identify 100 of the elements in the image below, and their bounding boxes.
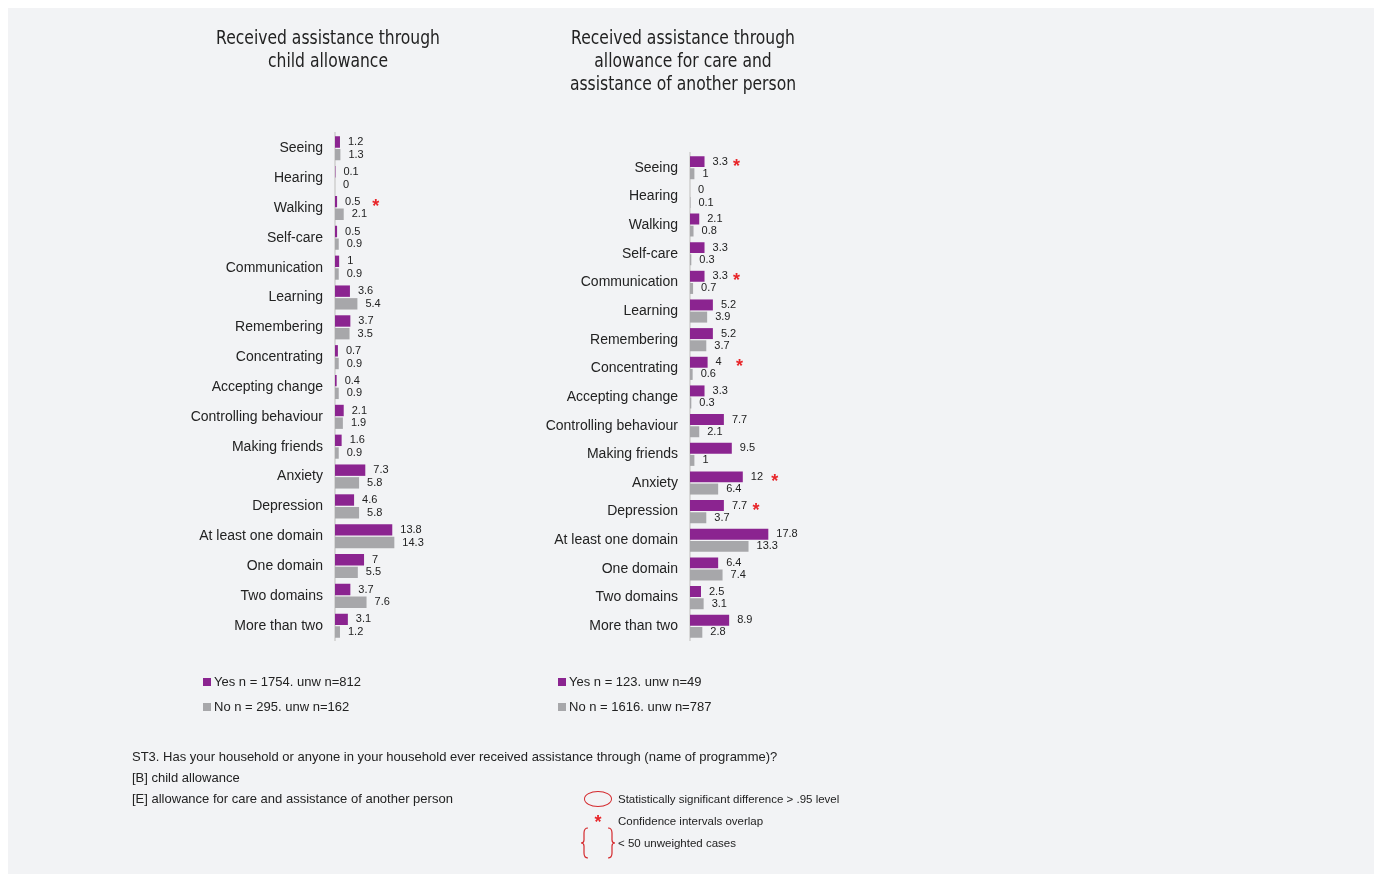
- bar: [690, 242, 705, 254]
- bar: [690, 471, 743, 483]
- y-tick-label: Self-care: [621, 244, 679, 261]
- legend-label: No n = 295. unw n=162: [214, 699, 350, 714]
- legend-label: Yes n = 1754. unw n=812: [214, 674, 361, 689]
- data-label: 9.5: [739, 441, 756, 454]
- data-label: 7.4: [730, 568, 746, 581]
- text: < 50 unweighted cases: [618, 837, 736, 849]
- bar: [335, 536, 395, 549]
- y-tick-label: At least one domain: [554, 531, 678, 548]
- y-tick-label: Concentrating: [590, 359, 678, 376]
- data-label: 7.3: [373, 463, 389, 476]
- bar: [335, 553, 365, 566]
- bar: [335, 225, 338, 238]
- data-label: 7: [372, 552, 379, 565]
- bar: [690, 512, 707, 524]
- data-label: 2.1: [707, 211, 723, 224]
- data-label: 3.3: [712, 383, 728, 396]
- bar: [335, 464, 366, 476]
- y-tick-label: Concentrating: [235, 348, 323, 365]
- annotation: *: [372, 195, 380, 216]
- bar: [690, 340, 707, 352]
- bar: [690, 454, 695, 466]
- data-label: 2.1: [351, 207, 368, 220]
- annotation: *: [736, 356, 744, 377]
- y-tick-label: Walking: [273, 198, 323, 215]
- data-label: 0.9: [346, 386, 363, 399]
- data-label: 6.4: [726, 555, 742, 568]
- data-label: 6.4: [726, 482, 742, 495]
- bar: [690, 569, 723, 581]
- data-label: 5.5: [365, 565, 382, 578]
- data-label: 3.1: [355, 612, 372, 625]
- data-label: 2.1: [707, 424, 723, 437]
- data-label: 5.8: [367, 505, 383, 518]
- y-tick-label: Communication: [225, 258, 323, 275]
- bar: [690, 156, 705, 168]
- y-tick-label: Hearing: [273, 169, 323, 186]
- data-label: 1.2: [347, 135, 364, 148]
- y-tick-label: Depression: [252, 497, 323, 514]
- y-tick-label: At least one domain: [199, 527, 323, 544]
- legend-label: Yes n = 123. unw n=49: [569, 674, 702, 689]
- data-label: 1: [702, 166, 709, 179]
- bar: [690, 282, 694, 294]
- y-tick-label: More than two: [589, 617, 679, 634]
- y-tick-label: Remembering: [235, 318, 323, 335]
- chart-title: Received assistance through child allowance: [215, 26, 441, 73]
- bar: [335, 506, 360, 519]
- y-tick-label: Self-care: [266, 228, 324, 245]
- y-tick-label: Anxiety: [632, 473, 678, 490]
- bar: [335, 596, 367, 608]
- bar: [690, 540, 749, 552]
- bar: [335, 268, 339, 280]
- data-label: 3.3: [712, 269, 728, 282]
- data-label: 0.7: [701, 281, 717, 294]
- bar: [690, 311, 708, 323]
- annotation: *: [752, 499, 760, 520]
- asterisk-icon: *: [594, 815, 602, 827]
- text: [B] child allowance: [132, 769, 241, 787]
- bar: [335, 434, 342, 447]
- data-label: 5.4: [365, 296, 381, 309]
- data-label: 0.5: [345, 194, 361, 207]
- y-tick-label: Two domains: [595, 588, 678, 605]
- y-tick-label: Learning: [268, 288, 323, 305]
- data-label: 14.3: [402, 535, 424, 548]
- bar: [335, 238, 339, 250]
- data-label: 2.8: [710, 625, 726, 638]
- text: Confidence intervals overlap: [618, 815, 764, 827]
- text: Statistically significant difference > .95 level: [618, 793, 840, 805]
- data-label: 4: [715, 355, 722, 368]
- y-tick-label: Communication: [580, 273, 678, 290]
- data-label: 7.7: [731, 498, 748, 511]
- data-label: 3.7: [358, 314, 374, 327]
- annotation: *: [733, 270, 741, 291]
- y-tick-label: Hearing: [628, 187, 678, 204]
- data-label: 0.7: [345, 343, 362, 356]
- legend-label: No n = 1616. unw n=787: [569, 699, 712, 714]
- bar: [335, 136, 340, 148]
- bar: [335, 404, 344, 417]
- bar: [690, 598, 704, 610]
- data-label: 2.1: [351, 403, 368, 416]
- bar: [690, 356, 708, 368]
- data-label: 1.6: [349, 433, 365, 446]
- bar: [690, 270, 705, 282]
- bar: [335, 626, 340, 638]
- bar: [335, 494, 355, 506]
- bar: [690, 626, 703, 638]
- data-label: 1.3: [348, 147, 364, 160]
- y-tick-label: Controlling behaviour: [190, 407, 324, 424]
- bar: [690, 328, 713, 340]
- data-label: 3.5: [357, 326, 373, 339]
- bar: [335, 357, 339, 370]
- data-label: 1.2: [347, 625, 364, 638]
- bar: [335, 583, 351, 596]
- bar: [690, 368, 693, 380]
- y-tick-label: Making friends: [586, 445, 678, 462]
- data-label: 3.7: [714, 338, 730, 351]
- y-tick-label: One domain: [246, 556, 323, 573]
- y-tick-label: Learning: [623, 301, 678, 318]
- bar: [690, 213, 700, 225]
- bar: [690, 385, 705, 397]
